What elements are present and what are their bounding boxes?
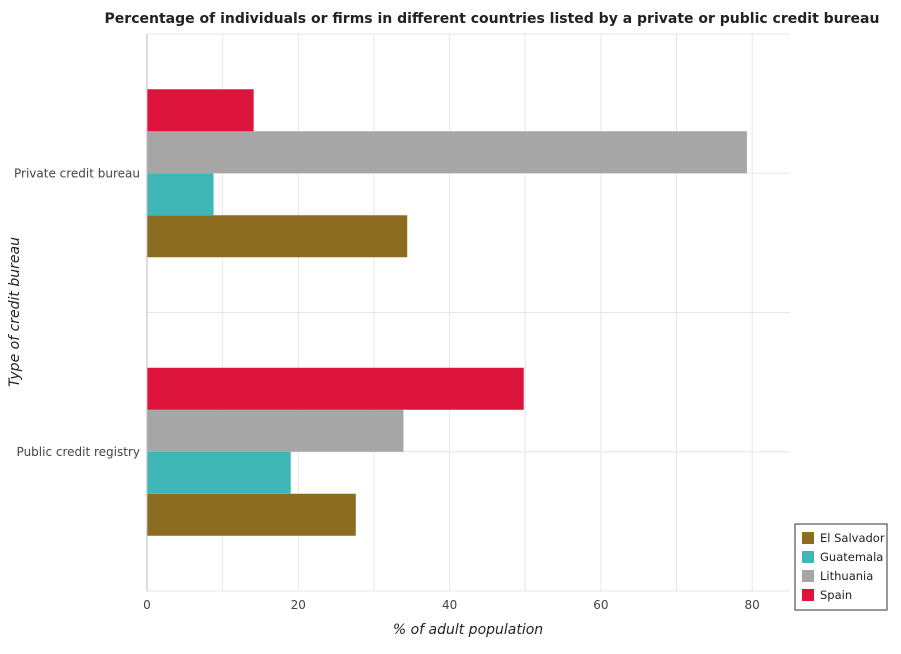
x-tick-label: 20	[291, 598, 306, 612]
x-tick-label: 80	[745, 598, 760, 612]
axes: Private credit bureau Public credit regis…	[14, 34, 760, 612]
legend: El Salvador Guatemala Lithuania Spain	[794, 523, 888, 611]
x-tick-label: 40	[442, 598, 457, 612]
bar	[147, 89, 254, 132]
x-tick-label: 60	[593, 598, 608, 612]
bar	[147, 131, 747, 174]
legend-swatch	[802, 551, 814, 563]
bar	[147, 173, 214, 216]
legend-label: El Salvador	[820, 531, 885, 545]
legend-label: Lithuania	[820, 569, 873, 583]
bars	[147, 89, 747, 536]
bar	[147, 367, 524, 410]
bar	[147, 409, 404, 452]
chart-title: Percentage of individuals or firms in di…	[105, 11, 880, 27]
bar	[147, 493, 356, 536]
legend-swatch	[802, 532, 814, 544]
legend-swatch	[802, 570, 814, 582]
bar	[147, 451, 291, 494]
x-tick-label: 0	[143, 598, 151, 612]
x-axis-label: % of adult population	[393, 622, 543, 638]
bar	[147, 215, 408, 258]
legend-label: Spain	[820, 588, 852, 602]
legend-swatch	[802, 589, 814, 601]
legend-label: Guatemala	[820, 550, 883, 564]
y-tick-label: Private credit bureau	[14, 166, 140, 180]
y-tick-label: Public credit registry	[17, 445, 140, 459]
y-axis-label: Type of credit bureau	[7, 237, 23, 387]
